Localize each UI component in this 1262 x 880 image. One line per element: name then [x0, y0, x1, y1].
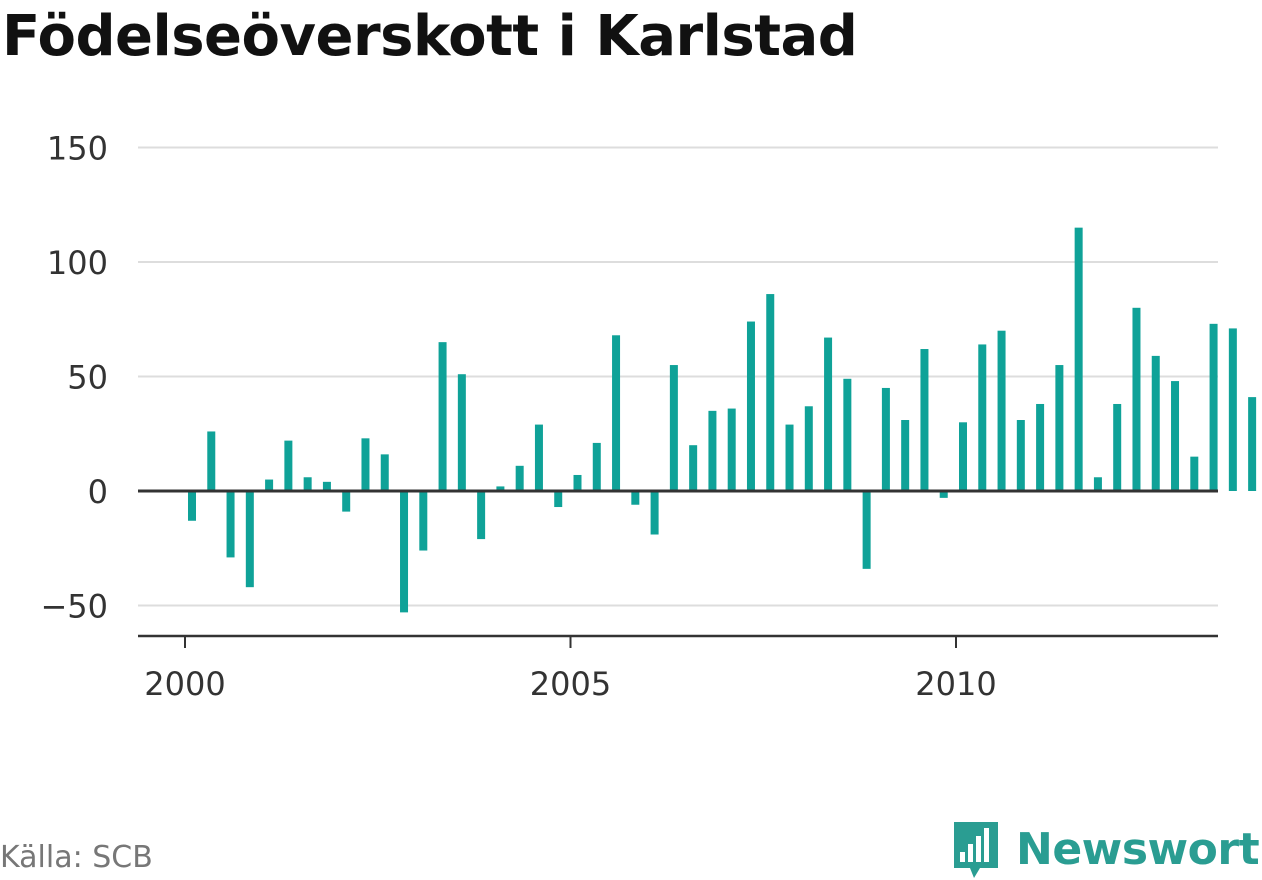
- bar: [1209, 323, 1218, 491]
- y-tick-label: 50: [67, 359, 108, 397]
- bar: [515, 465, 524, 491]
- bar: [284, 440, 293, 491]
- bar: [650, 491, 659, 535]
- bar: [785, 424, 794, 491]
- bar: [1248, 397, 1257, 491]
- y-tick-label: 150: [47, 130, 108, 168]
- source-note: Källa: SCB: [0, 840, 153, 875]
- bar: [1132, 307, 1141, 491]
- bar: [1171, 381, 1180, 491]
- bar: [226, 491, 235, 558]
- bars: [188, 227, 1257, 613]
- bar: [419, 491, 428, 551]
- tick-labels: −50050100150200020052010201520202025: [40, 130, 996, 704]
- bar: [669, 365, 678, 491]
- bar: [265, 479, 274, 491]
- y-tick-label: 100: [47, 244, 108, 282]
- bar-chart-speech-bubble-icon: [954, 822, 998, 878]
- x-tick-label: 2010: [915, 665, 996, 703]
- bar: [727, 408, 736, 491]
- axes: [138, 489, 1218, 648]
- bar: [746, 321, 755, 491]
- brand-name: Newsworthy: [1016, 823, 1262, 875]
- bar: [901, 420, 910, 491]
- chart-title: Födelseöverskott i Karlstad: [2, 4, 858, 69]
- bar: [631, 491, 640, 505]
- bar: [997, 330, 1006, 491]
- bar: [1074, 227, 1083, 491]
- bar: [573, 474, 582, 491]
- bar: [1093, 477, 1102, 491]
- brand-logo-block: Newsworthy: [950, 818, 1262, 880]
- bar: [1151, 355, 1160, 491]
- bar: [1228, 328, 1237, 491]
- bar: [342, 491, 351, 512]
- bar: [534, 424, 543, 491]
- bar: [708, 410, 717, 491]
- bar: [477, 491, 486, 540]
- bar: [824, 337, 833, 491]
- bar: [207, 431, 216, 491]
- bar: [1113, 403, 1122, 491]
- x-tick-label: 2005: [530, 665, 611, 703]
- y-tick-label: −50: [40, 588, 108, 626]
- y-tick-label: 0: [88, 473, 108, 511]
- bar: [361, 438, 370, 491]
- bar: [843, 378, 852, 491]
- bar: [1036, 403, 1045, 491]
- bar: [939, 491, 948, 498]
- bar: [457, 374, 466, 491]
- bar: [592, 442, 601, 491]
- bar: [804, 406, 813, 491]
- bar: [496, 486, 505, 491]
- bar: [322, 481, 331, 491]
- bar: [438, 342, 447, 491]
- bar: [188, 491, 196, 521]
- bar: [612, 335, 621, 491]
- bar: [1016, 420, 1025, 491]
- bar: [303, 477, 312, 491]
- bar: [920, 349, 929, 491]
- bar: [380, 454, 389, 491]
- bar: [1190, 456, 1199, 491]
- bar: [978, 344, 987, 491]
- bar: [766, 294, 775, 491]
- x-tick-label: 2000: [144, 665, 225, 703]
- bar: [881, 387, 890, 491]
- bar: [1055, 365, 1064, 491]
- bar: [245, 491, 254, 588]
- bar: [959, 422, 967, 491]
- bar: [554, 491, 563, 508]
- gridlines: [138, 146, 1218, 607]
- bar: [689, 445, 698, 491]
- bar: [862, 491, 871, 569]
- bar: [400, 491, 409, 613]
